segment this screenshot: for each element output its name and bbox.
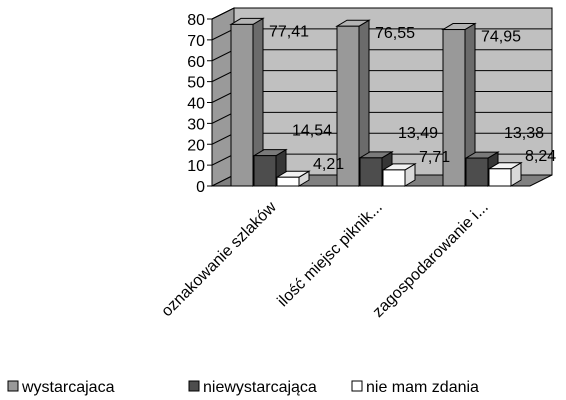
bar <box>488 168 512 187</box>
bar <box>336 25 360 187</box>
category-label: zagospodarowanie i... <box>370 199 492 321</box>
bar <box>276 176 300 187</box>
y-tick-label: 40 <box>187 96 205 113</box>
legend-label: niewystarcająca <box>203 379 317 396</box>
data-label: 7,71 <box>419 149 450 166</box>
y-tick-label: 10 <box>187 158 205 175</box>
bars <box>229 17 523 187</box>
data-label: 74,95 <box>481 29 521 46</box>
y-tick-label: 30 <box>187 116 205 133</box>
data-label: 76,55 <box>375 25 415 42</box>
data-labels: 77,41 14,54 4,21 76,55 13,49 7,71 74,95 13,38 8,… <box>269 23 556 173</box>
legend-label: wystarcajaca <box>21 379 115 396</box>
y-tick-label: 70 <box>187 33 205 50</box>
y-axis: 0 10 20 30 40 50 60 70 80 <box>187 12 213 196</box>
bar <box>382 169 406 187</box>
bar <box>253 155 277 187</box>
data-label: 77,41 <box>269 23 309 40</box>
y-tick-label: 80 <box>187 12 205 29</box>
bar <box>465 157 489 187</box>
legend-swatch <box>188 380 200 392</box>
y-tick-label: 50 <box>187 75 205 92</box>
y-tick-label: 0 <box>196 179 205 196</box>
data-label: 4,21 <box>313 156 344 173</box>
bar <box>442 29 466 187</box>
y-tick-label: 60 <box>187 54 205 71</box>
legend-label: nie mam zdania <box>366 379 479 396</box>
legend-swatch <box>351 380 363 392</box>
data-label: 8,24 <box>525 148 556 165</box>
bar <box>230 23 254 187</box>
data-label: 14,54 <box>292 123 332 140</box>
data-label: 13,49 <box>398 125 438 142</box>
legend-swatch <box>7 380 19 392</box>
category-label: ilość miejsc piknik... <box>274 199 385 310</box>
bar <box>359 157 383 187</box>
category-label: oznakowanie szlaków <box>158 198 280 320</box>
legend: wystarcajaca niewystarcająca nie mam zdani… <box>7 379 479 396</box>
y-tick-label: 20 <box>187 137 205 154</box>
data-label: 13,38 <box>504 125 544 142</box>
gridline <box>211 7 552 20</box>
